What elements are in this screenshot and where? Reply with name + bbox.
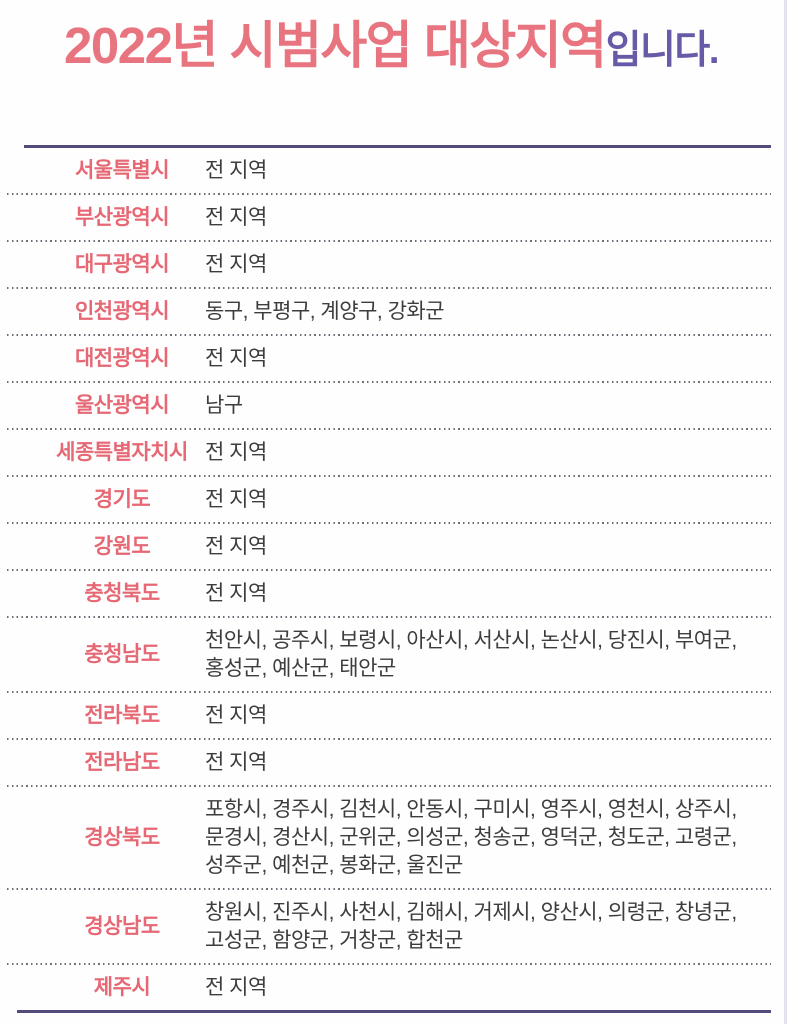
region-areas: 전 지역 (205, 252, 267, 276)
region-table: 서울특별시 전 지역 부산광역시 전 지역 대구광역시 전 지역 인천광역시 동… (7, 145, 771, 1013)
region-name: 서울특별시 (74, 158, 170, 182)
table-row: 인천광역시 동구, 부평구, 계양구, 강화군 (7, 289, 771, 334)
region-name: 전라남도 (84, 750, 160, 774)
row-divider (7, 475, 771, 477)
table-row: 전라남도 전 지역 (7, 740, 771, 785)
table-row: 세종특별자치시 전 지역 (7, 430, 771, 475)
region-areas: 천안시, 공주시, 보령시, 아산시, 서산시, 논산시, 당진시, 부여군, … (205, 628, 737, 680)
region-name: 세종특별자치시 (56, 440, 188, 464)
row-divider (7, 287, 771, 289)
table-row: 경상북도 포항시, 경주시, 김천시, 안동시, 구미시, 영주시, 영천시, … (7, 787, 771, 888)
table-row: 전라북도 전 지역 (7, 693, 771, 738)
row-divider (7, 428, 771, 430)
region-areas: 전 지역 (205, 346, 267, 370)
region-areas: 남구 (205, 393, 243, 417)
table-row: 대전광역시 전 지역 (7, 336, 771, 381)
region-areas: 전 지역 (205, 487, 267, 511)
region-name: 울산광역시 (74, 393, 170, 417)
region-name: 충청북도 (84, 581, 160, 605)
row-divider (7, 334, 771, 336)
region-name: 대구광역시 (74, 252, 170, 276)
region-name: 강원도 (93, 534, 151, 558)
row-divider (7, 738, 771, 740)
region-areas: 포항시, 경주시, 김천시, 안동시, 구미시, 영주시, 영천시, 상주시, … (205, 797, 737, 877)
table-row: 충청남도 천안시, 공주시, 보령시, 아산시, 서산시, 논산시, 당진시, … (7, 618, 771, 691)
region-areas: 전 지역 (205, 158, 267, 182)
region-areas: 전 지역 (205, 205, 267, 229)
region-name: 대전광역시 (74, 346, 170, 370)
table-top-border (24, 145, 771, 148)
table-row: 강원도 전 지역 (7, 524, 771, 569)
row-divider (7, 381, 771, 383)
table-body: 서울특별시 전 지역 부산광역시 전 지역 대구광역시 전 지역 인천광역시 동… (7, 148, 771, 1010)
row-divider (7, 888, 771, 890)
table-bottom-border (17, 1010, 771, 1013)
region-areas: 동구, 부평구, 계양구, 강화군 (205, 299, 445, 323)
region-areas: 창원시, 진주시, 사천시, 김해시, 거제시, 양산시, 의령군, 창녕군, … (205, 900, 737, 952)
region-areas: 전 지역 (205, 534, 267, 558)
region-name: 경기도 (93, 487, 151, 511)
region-name: 경상남도 (84, 914, 160, 938)
title-suffix: 입니다. (605, 29, 720, 72)
region-areas: 전 지역 (205, 440, 267, 464)
page-right-edge (784, 0, 787, 1024)
table-row: 경상남도 창원시, 진주시, 사천시, 김해시, 거제시, 양산시, 의령군, … (7, 890, 771, 963)
row-divider (7, 691, 771, 693)
table-row: 제주시 전 지역 (7, 965, 771, 1010)
row-divider (7, 522, 771, 524)
row-divider (7, 240, 771, 242)
region-name: 충청남도 (84, 642, 160, 666)
row-divider (7, 193, 771, 195)
table-row: 서울특별시 전 지역 (7, 148, 771, 193)
region-name: 제주시 (93, 975, 151, 999)
table-row: 경기도 전 지역 (7, 477, 771, 522)
table-row: 충청북도 전 지역 (7, 571, 771, 616)
table-row: 부산광역시 전 지역 (7, 195, 771, 240)
table-row: 울산광역시 남구 (7, 383, 771, 428)
page-title: 2022년 시범사업 대상지역입니다. (64, 14, 720, 78)
region-areas: 전 지역 (205, 750, 267, 774)
row-divider (7, 569, 771, 571)
table-row: 대구광역시 전 지역 (7, 242, 771, 287)
row-divider (7, 963, 771, 965)
region-areas: 전 지역 (205, 581, 267, 605)
region-name: 경상북도 (84, 825, 160, 849)
row-divider (7, 785, 771, 787)
region-areas: 전 지역 (205, 975, 267, 999)
region-areas: 전 지역 (205, 703, 267, 727)
region-name: 전라북도 (84, 703, 160, 727)
region-name: 인천광역시 (74, 299, 170, 323)
title-highlight: 2022년 시범사업 대상지역 (64, 17, 607, 74)
region-name: 부산광역시 (74, 205, 170, 229)
row-divider (7, 616, 771, 618)
